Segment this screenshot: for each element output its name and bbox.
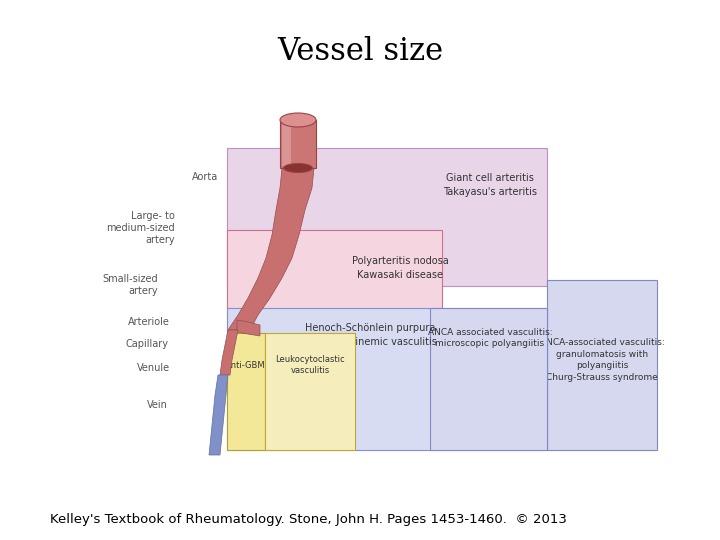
FancyBboxPatch shape [265,333,355,450]
FancyBboxPatch shape [280,120,316,168]
Polygon shape [220,330,238,375]
FancyBboxPatch shape [227,148,547,286]
Ellipse shape [280,113,316,127]
Text: Arteriole: Arteriole [128,317,170,327]
FancyBboxPatch shape [547,280,657,450]
Text: ANCA-associated vasculitis:
granulomatosis with
polyangiitis
Churg-Strauss syndr: ANCA-associated vasculitis: granulomatos… [539,338,665,382]
Text: Vessel size: Vessel size [277,37,443,68]
Text: Capillary: Capillary [125,339,168,349]
Polygon shape [237,320,260,336]
FancyBboxPatch shape [227,308,547,450]
FancyBboxPatch shape [430,308,547,450]
Text: Henoch-Schönlein purpura
Cryoglobulinemic vasculitis: Henoch-Schönlein purpura Cryoglobulinemi… [303,323,437,347]
Text: Kelley's Textbook of Rheumatology. Stone, John H. Pages 1453-1460.  © 2013: Kelley's Textbook of Rheumatology. Stone… [50,514,567,526]
Polygon shape [228,168,314,330]
Text: Venule: Venule [137,363,170,373]
FancyBboxPatch shape [227,230,442,330]
Text: Anti-GBM: Anti-GBM [226,361,266,369]
Text: Vein: Vein [147,400,168,410]
FancyBboxPatch shape [227,333,265,450]
Text: Aorta: Aorta [192,172,218,182]
Polygon shape [209,375,228,455]
Text: Polyarteritis nodosa
Kawasaki disease: Polyarteritis nodosa Kawasaki disease [351,256,449,280]
Ellipse shape [284,164,312,173]
Text: Leukocytoclastic
vasculitis: Leukocytoclastic vasculitis [275,355,345,375]
Text: Small-sized
artery: Small-sized artery [102,274,158,296]
Text: Large- to
medium-sized
artery: Large- to medium-sized artery [107,211,175,245]
Text: ANCA associated vasculitis:
microscopic polyangiitis: ANCA associated vasculitis: microscopic … [428,328,552,348]
FancyBboxPatch shape [282,123,291,166]
Text: Giant cell arteritis
Takayasu's arteritis: Giant cell arteritis Takayasu's arteriti… [443,173,537,197]
